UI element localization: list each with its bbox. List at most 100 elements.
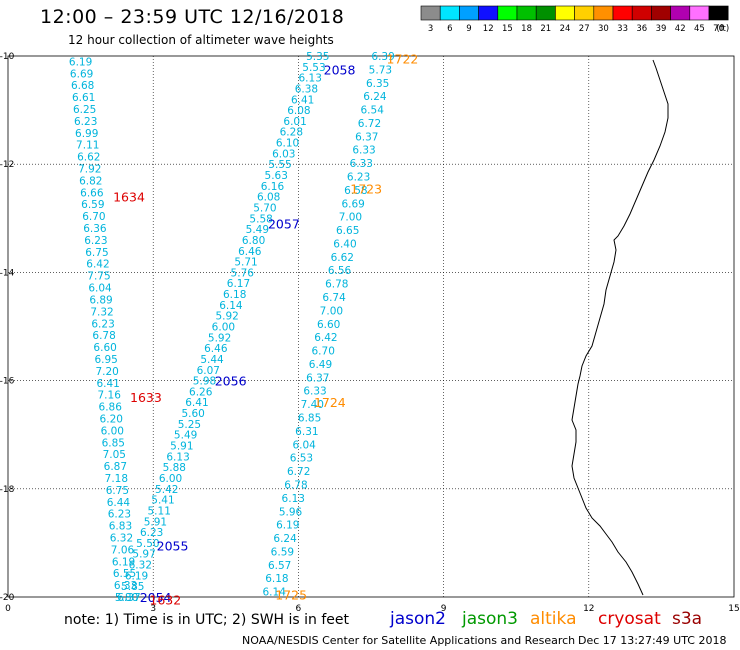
wave-height-value: 5.85 bbox=[121, 581, 144, 593]
satellite-legend-altika: altika bbox=[530, 609, 577, 629]
map-subtitle: 12 hour collection of altimeter wave hei… bbox=[68, 33, 334, 47]
colorbar-label: 18 bbox=[521, 24, 532, 34]
wave-height-value: 5.91 bbox=[170, 441, 193, 453]
wave-height-value: 6.58 bbox=[344, 185, 367, 197]
wave-height-value: 6.41 bbox=[291, 94, 314, 106]
wave-height-value: 6.72 bbox=[358, 118, 381, 130]
wave-height-value: 6.78 bbox=[325, 279, 348, 291]
coastline-path bbox=[571, 59, 669, 596]
wave-height-value: 5.92 bbox=[215, 311, 238, 323]
wave-height-value: 6.26 bbox=[189, 386, 213, 398]
wave-height-value: 6.65 bbox=[336, 225, 359, 237]
wave-height-value: 6.14 bbox=[219, 300, 243, 312]
track-altika: 6.395.736.356.246.546.726.376.336.336.23… bbox=[263, 51, 395, 599]
wave-height-value: 6.42 bbox=[314, 332, 337, 344]
lat-tick-label: -18 bbox=[0, 485, 15, 495]
wave-height-value: 7.11 bbox=[76, 140, 99, 152]
wave-height-value: 6.17 bbox=[227, 278, 250, 290]
wave-height-value: 5.88 bbox=[163, 462, 186, 474]
wave-height-value: 6.55 bbox=[113, 568, 136, 580]
pass-time-labels: 1722 1723 1724 1725 2058 2057 2056 2055 2054 1634… bbox=[113, 52, 418, 608]
satellite-legend-s3a: s3a bbox=[672, 609, 703, 629]
wave-height-value: 6.57 bbox=[268, 560, 291, 572]
wave-height-value: 6.60 bbox=[317, 319, 340, 331]
colorbar-swatch bbox=[497, 5, 518, 21]
wave-height-value: 6.32 bbox=[110, 532, 133, 544]
pass-time-label: 2058 bbox=[324, 63, 356, 78]
wave-height-value: 5.76 bbox=[231, 267, 255, 279]
wave-height-value: 6.99 bbox=[75, 128, 98, 140]
wave-height-value: 5.91 bbox=[144, 516, 167, 528]
wave-height-value: 6.95 bbox=[94, 354, 117, 366]
wave-height-value: 5.41 bbox=[151, 495, 174, 507]
credit-line: NOAA/NESDIS Center for Satellite Applica… bbox=[242, 634, 576, 647]
colorbar-label: 27 bbox=[579, 24, 590, 34]
timestamp: Dec 17 13:27:49 UTC 2018 bbox=[578, 634, 727, 647]
colorbar-label: 70 bbox=[713, 24, 724, 34]
colorbar-label: 36 bbox=[636, 24, 647, 34]
colorbar-swatch bbox=[631, 5, 652, 21]
wave-height-value: 6.19 bbox=[69, 56, 92, 68]
wave-height-value: 6.20 bbox=[100, 413, 123, 425]
wave-height-value: 6.24 bbox=[273, 533, 297, 545]
track-cryosat: 6.196.696.686.616.256.236.997.116.627.92… bbox=[69, 56, 138, 604]
colorbar-swatch bbox=[516, 5, 537, 21]
lat-tick-label: -20 bbox=[0, 593, 15, 603]
wave-height-value: 5.80 bbox=[115, 592, 138, 604]
wave-height-value: 6.74 bbox=[322, 292, 346, 304]
wave-height-value: 6.54 bbox=[361, 105, 385, 117]
colorbar-swatch bbox=[670, 5, 691, 21]
wave-height-value: 5.44 bbox=[200, 354, 224, 366]
colorbar-swatch bbox=[574, 5, 595, 21]
wave-height-value: 6.33 bbox=[303, 386, 326, 398]
lat-tick-label: -12 bbox=[0, 160, 14, 170]
wave-height-value: 6.23 bbox=[347, 172, 370, 184]
pass-time-label: 1722 bbox=[387, 52, 419, 67]
satellite-legend-cryosat: cryosat bbox=[598, 609, 661, 629]
wave-height-value: 6.13 bbox=[299, 73, 322, 85]
track-jason2: 5.355.536.136.386.416.086.016.286.106.03… bbox=[117, 51, 329, 604]
wave-height-value: 6.70 bbox=[312, 346, 335, 358]
wave-height-value: 6.00 bbox=[159, 473, 182, 485]
wave-height-value: 6.75 bbox=[106, 485, 129, 497]
wave-height-value: 5.11 bbox=[148, 505, 171, 517]
wave-height-value: 6.62 bbox=[331, 252, 354, 264]
colorbar-swatch bbox=[459, 5, 479, 21]
lon-tick-label: 9 bbox=[441, 604, 447, 614]
wave-height-value: 6.89 bbox=[89, 294, 112, 306]
wave-height-value: 6.85 bbox=[298, 413, 321, 425]
wave-height-colorbar: 3 6 9 12 15 18 21 24 27 30 33 36 39 42 45 70(ft) bbox=[420, 5, 729, 34]
wave-height-value: 6.41 bbox=[96, 378, 119, 390]
lon-tick-label: 6 bbox=[296, 604, 302, 614]
wave-height-value: 7.00 bbox=[320, 305, 343, 317]
wave-height-value: 6.08 bbox=[287, 105, 310, 117]
colorbar-label: 9 bbox=[466, 24, 471, 34]
wave-height-value: 6.19 bbox=[125, 570, 148, 582]
wave-height-value: 6.41 bbox=[185, 397, 208, 409]
wave-height-value: 6.66 bbox=[80, 187, 104, 199]
wave-height-value: 5.96 bbox=[279, 506, 303, 518]
pass-time-label: 2056 bbox=[215, 374, 247, 389]
wave-height-value: 5.70 bbox=[253, 202, 276, 214]
wave-height-value: 6.00 bbox=[212, 322, 235, 334]
pass-time-label: 1723 bbox=[350, 182, 382, 197]
colorbar-label: 30 bbox=[598, 24, 609, 34]
wave-height-value: 7.16 bbox=[98, 390, 122, 402]
wave-height-value: 5.97 bbox=[132, 549, 155, 561]
wave-height-value: 6.13 bbox=[166, 451, 189, 463]
wave-height-value: 6.60 bbox=[93, 342, 116, 354]
wave-height-value: 6.78 bbox=[92, 330, 115, 342]
wave-height-value: 6.36 bbox=[83, 223, 107, 235]
wave-height-value: 5.92 bbox=[208, 332, 231, 344]
lon-tick-label: 3 bbox=[150, 604, 156, 614]
wave-height-value: 6.83 bbox=[109, 521, 132, 533]
wave-height-value: 5.25 bbox=[178, 419, 201, 431]
wave-height-value: 7.92 bbox=[78, 164, 101, 176]
wave-height-value: 6.68 bbox=[71, 80, 94, 92]
wave-height-value: 7.75 bbox=[87, 271, 110, 283]
wave-height-value: 6.31 bbox=[295, 426, 318, 438]
wave-height-value: 6.59 bbox=[271, 546, 294, 558]
wave-height-value: 5.35 bbox=[306, 51, 329, 63]
pass-time-label: 1725 bbox=[275, 587, 307, 602]
